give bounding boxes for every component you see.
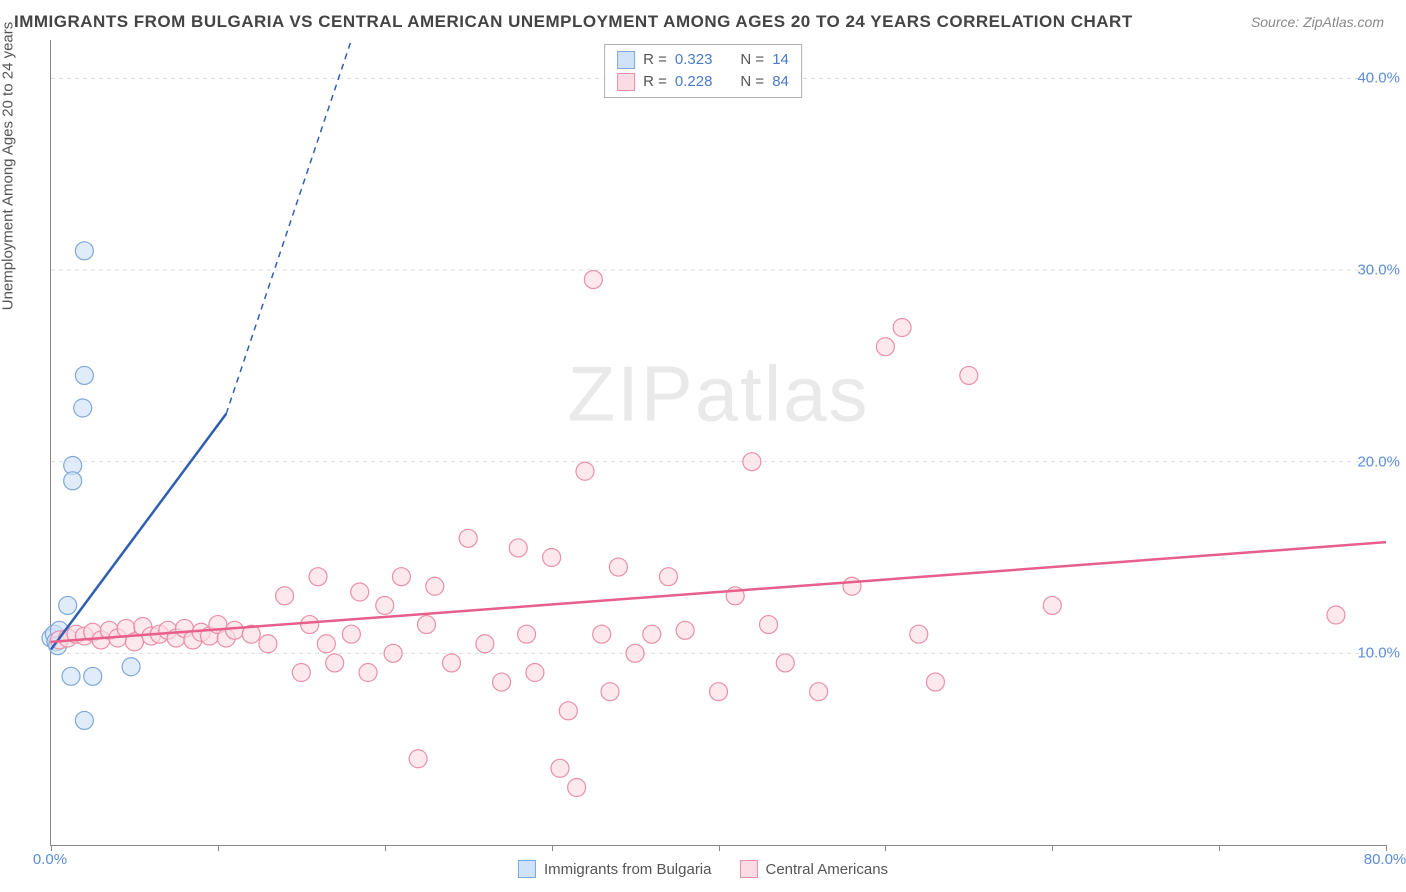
x-tick-mark [1052, 845, 1053, 851]
x-tick-mark [385, 845, 386, 851]
x-tick-mark [719, 845, 720, 851]
legend-r-label: R = [643, 71, 667, 93]
legend-series-item: Central Americans [740, 860, 889, 878]
x-tick-mark [552, 845, 553, 851]
chart-title: IMMIGRANTS FROM BULGARIA VS CENTRAL AMER… [14, 12, 1133, 32]
legend-r-label: R = [643, 49, 667, 71]
x-tick-mark [885, 845, 886, 851]
legend-swatch [617, 51, 635, 69]
x-tick-label: 80.0% [1364, 851, 1406, 868]
legend-n-value: 84 [772, 71, 789, 93]
legend-n-label: N = [740, 49, 764, 71]
y-tick-label: 20.0% [1357, 453, 1400, 470]
legend-series-label: Immigrants from Bulgaria [544, 861, 712, 878]
legend-swatch [740, 860, 758, 878]
legend-r-value: 0.228 [675, 71, 713, 93]
legend-stat-row: R = 0.323 N = 14 [617, 49, 789, 71]
y-tick-label: 30.0% [1357, 262, 1400, 279]
legend-correlation: R = 0.323 N = 14 R = 0.228 N = 84 [604, 44, 802, 98]
source-attribution: Source: ZipAtlas.com [1251, 14, 1384, 30]
legend-series-item: Immigrants from Bulgaria [518, 860, 712, 878]
legend-series-label: Central Americans [766, 861, 889, 878]
legend-n-label: N = [740, 71, 764, 93]
plot-area: ZIPatlas [50, 40, 1386, 846]
legend-r-value: 0.323 [675, 49, 713, 71]
x-tick-mark [218, 845, 219, 851]
legend-n-value: 14 [772, 49, 789, 71]
y-tick-label: 10.0% [1357, 645, 1400, 662]
plot-svg [51, 40, 1386, 845]
legend-stat-row: R = 0.228 N = 84 [617, 71, 789, 93]
x-tick-mark [1219, 845, 1220, 851]
legend-series: Immigrants from Bulgaria Central American… [518, 860, 888, 878]
legend-swatch [518, 860, 536, 878]
legend-swatch [617, 73, 635, 91]
y-tick-label: 40.0% [1357, 70, 1400, 87]
y-axis-label: Unemployment Among Ages 20 to 24 years [0, 22, 17, 311]
x-tick-label: 0.0% [33, 851, 67, 868]
